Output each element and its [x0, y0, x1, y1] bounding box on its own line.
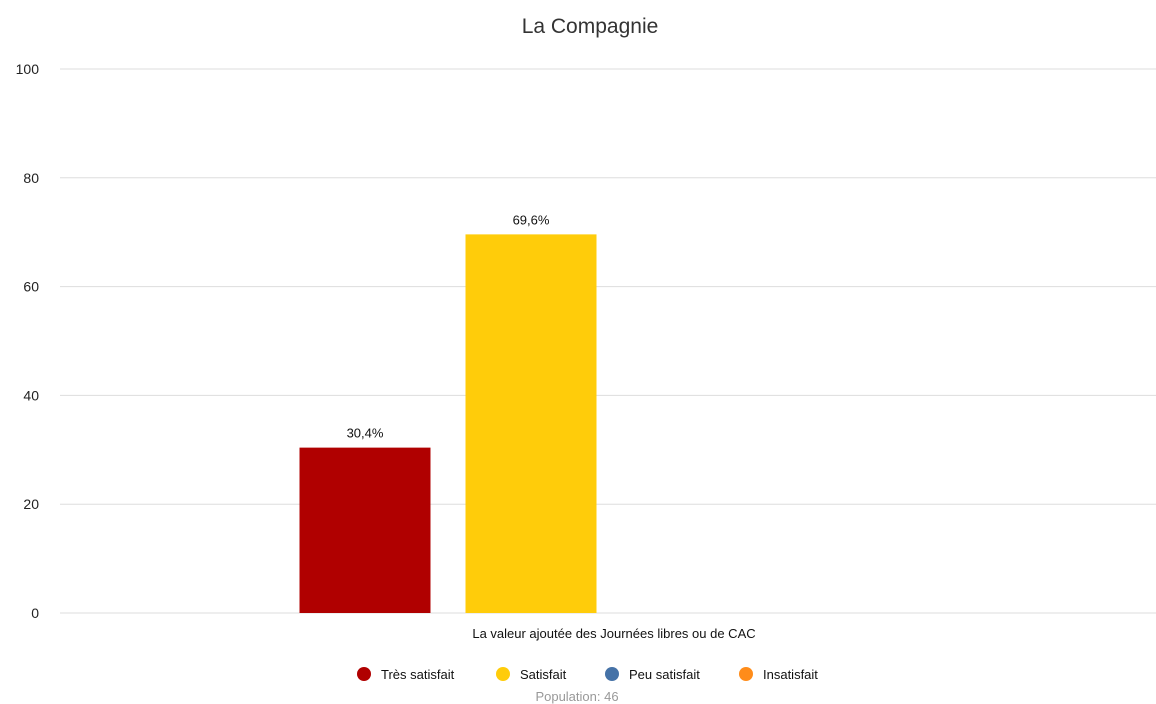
legend: Très satisfait Satisfait Peu satisfait Insa…: [357, 667, 818, 682]
legend-item-peu-satisfait[interactable]: Peu satisfait: [605, 667, 700, 682]
bar-satisfait: [465, 234, 597, 613]
legend-label-tr-s-satisfait: Très satisfait: [381, 667, 455, 682]
legend-item-satisfait[interactable]: Satisfait: [496, 667, 567, 682]
bar-tr-s-satisfait: [299, 447, 431, 613]
legend-marker-satisfait: [496, 667, 510, 681]
y-tick-label-40: 40: [23, 387, 39, 403]
legend-marker-peu-satisfait: [605, 667, 619, 681]
legend-marker-insatisfait: [739, 667, 753, 681]
data-labels: 30,4% 69,6%: [347, 212, 550, 440]
legend-label-insatisfait: Insatisfait: [763, 667, 818, 682]
legend-label-peu-satisfait: Peu satisfait: [629, 667, 700, 682]
y-tick-label-60: 60: [23, 279, 39, 295]
gridlines: [60, 68, 1156, 614]
y-tick-label-0: 0: [31, 605, 39, 621]
x-category-label: La valeur ajoutée des Journées libres ou…: [472, 626, 755, 641]
legend-marker-tr-s-satisfait: [357, 667, 371, 681]
data-label-satisfait: 69,6%: [513, 212, 550, 227]
y-axis-ticks: 0 20 40 60 80 100: [16, 61, 40, 621]
chart-title: La Compagnie: [522, 15, 659, 38]
y-tick-label-20: 20: [23, 496, 39, 512]
legend-item-tr-s-satisfait[interactable]: Très satisfait: [357, 667, 455, 682]
legend-label-satisfait: Satisfait: [520, 667, 567, 682]
population-footnote: Population: 46: [535, 689, 618, 704]
data-label-tr-s-satisfait: 30,4%: [347, 426, 384, 441]
legend-item-insatisfait[interactable]: Insatisfait: [739, 667, 818, 682]
bars: [299, 234, 597, 613]
y-tick-label-100: 100: [16, 61, 40, 77]
y-tick-label-80: 80: [23, 170, 39, 186]
